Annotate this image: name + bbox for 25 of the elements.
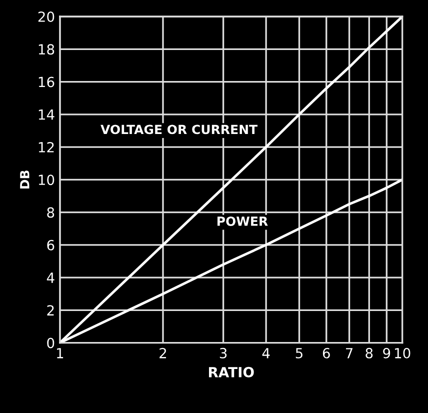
x-tick-label: 8 <box>366 348 373 358</box>
x-tick-label: 2 <box>160 348 166 358</box>
x-tick-label: 7 <box>346 348 353 358</box>
y-tick-label: 6 <box>47 240 54 250</box>
x-tick-label: 9 <box>383 348 390 358</box>
x-tick-label: 5 <box>296 348 302 358</box>
y-tick-label: 12 <box>38 142 54 152</box>
y-tick-label: 18 <box>38 44 54 55</box>
y-tick-label: 8 <box>47 207 54 218</box>
y-tick-label: 16 <box>38 76 54 88</box>
y-axis-title: DB <box>20 170 30 188</box>
y-tick-label: 2 <box>47 305 54 316</box>
y-tick-label: 10 <box>38 174 54 186</box>
x-axis-title: RATIO <box>208 366 254 378</box>
x-tick-label: 10 <box>395 348 410 358</box>
y-tick-label: 14 <box>38 110 54 120</box>
x-tick-label: 3 <box>220 348 227 358</box>
series-label: VOLTAGE OR CURRENT <box>100 124 258 134</box>
y-tick-label: 0 <box>47 338 54 348</box>
x-tick-label: 1 <box>57 348 64 358</box>
x-tick-label: 6 <box>322 348 330 358</box>
y-tick-label: 4 <box>46 272 54 283</box>
x-tick-label: 4 <box>262 348 270 358</box>
series-label: POWER <box>217 216 268 226</box>
y-tick-label: 20 <box>38 11 54 22</box>
